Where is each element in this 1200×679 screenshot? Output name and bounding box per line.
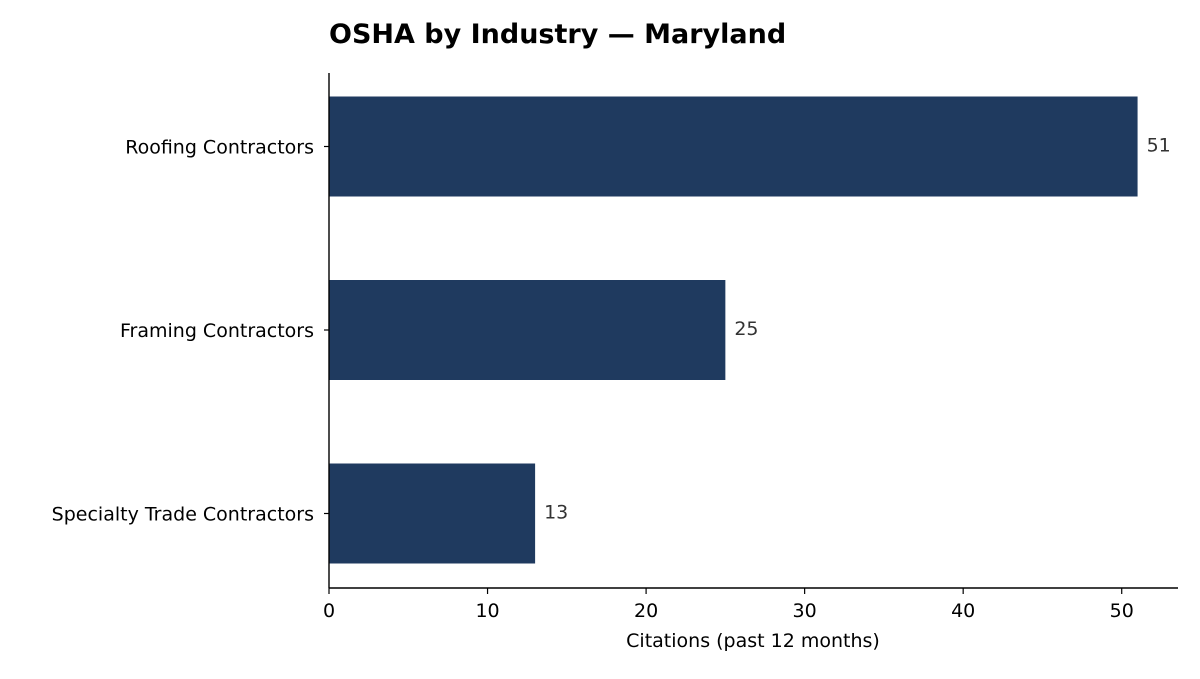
bars-layer	[329, 96, 1138, 564]
bar-specialty-trade-contractors	[329, 463, 536, 564]
x-tick-label: 0	[323, 600, 335, 622]
chart-title: OSHA by Industry — Maryland	[329, 19, 786, 50]
data-label: 25	[734, 318, 758, 340]
x-tick-label: 40	[951, 600, 975, 622]
x-tick-label: 50	[1110, 600, 1134, 622]
y-tick-label: Framing Contractors	[120, 320, 314, 342]
bar-roofing-contractors	[329, 96, 1138, 197]
y-tick-label: Roofing Contractors	[125, 137, 314, 159]
x-tick-label: 30	[793, 600, 817, 622]
axes-layer	[324, 73, 1178, 594]
data-label: 13	[544, 502, 568, 524]
y-tick-label: Specialty Trade Contractors	[52, 504, 314, 526]
x-tick-label: 10	[475, 600, 499, 622]
x-tick-label: 20	[634, 600, 658, 622]
data-label: 51	[1147, 135, 1171, 157]
labels-layer: Roofing Contractors 51 Framing Contractors…	[52, 135, 1171, 623]
x-axis-label: Citations (past 12 months)	[626, 630, 880, 652]
bar-framing-contractors	[329, 280, 726, 380]
